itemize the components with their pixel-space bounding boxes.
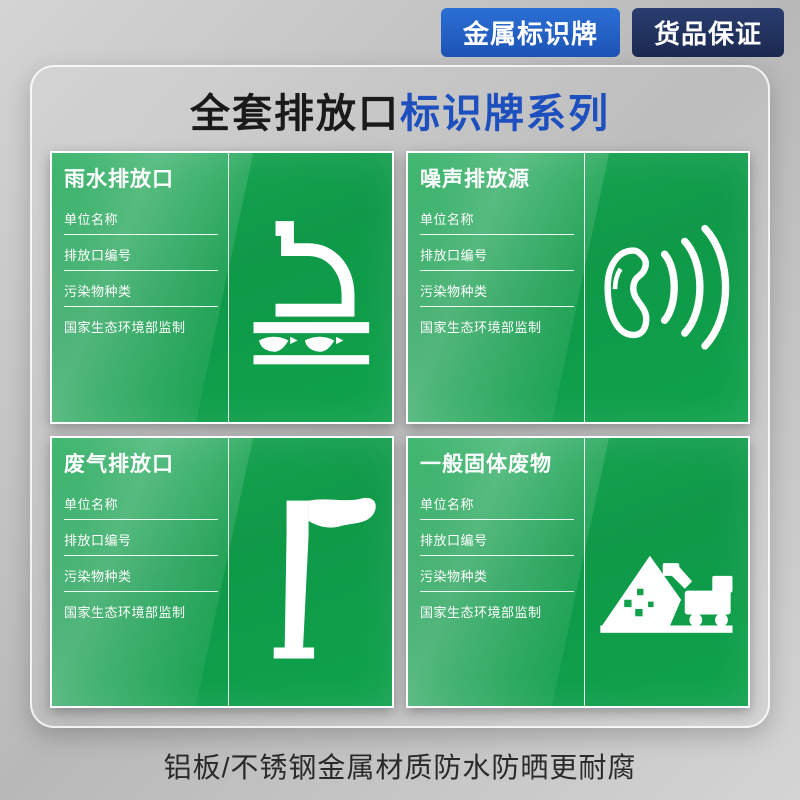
sign-info-panel: 噪声排放源 单位名称 排放口编号 污染物种类 国家生态环境部监制: [408, 153, 585, 422]
title-part2: 标识牌系列: [400, 92, 610, 136]
solidwaste-icon: [585, 438, 748, 707]
field-unit: 单位名称: [420, 199, 574, 235]
field-unit: 单位名称: [64, 484, 218, 520]
main-panel: 全套排放口标识牌系列 雨水排放口 单位名称 排放口编号 污染物种类 国家生态环境…: [30, 65, 770, 728]
sign-grid: 雨水排放口 单位名称 排放口编号 污染物种类 国家生态环境部监制: [50, 151, 750, 708]
supervisor-text: 国家生态环境部监制: [420, 307, 574, 336]
sign-noise: 噪声排放源 单位名称 排放口编号 污染物种类 国家生态环境部监制: [406, 151, 750, 424]
sign-info-panel: 一般固体废物 单位名称 排放口编号 污染物种类 国家生态环境部监制: [408, 438, 585, 707]
sign-exhaust: 废气排放口 单位名称 排放口编号 污染物种类 国家生态环境部监制: [50, 436, 394, 709]
supervisor-text: 国家生态环境部监制: [64, 592, 218, 621]
sign-title: 噪声排放源: [420, 163, 574, 193]
material-description: 铝板/不锈钢金属材质防水防晒更耐腐: [0, 736, 800, 800]
supervisor-text: 国家生态环境部监制: [420, 592, 574, 621]
main-title: 全套排放口标识牌系列: [50, 81, 750, 139]
sign-solidwaste: 一般固体废物 单位名称 排放口编号 污染物种类 国家生态环境部监制: [406, 436, 750, 709]
field-pollutant: 污染物种类: [420, 271, 574, 307]
field-outlet-no: 排放口编号: [420, 235, 574, 271]
sign-info-panel: 废气排放口 单位名称 排放口编号 污染物种类 国家生态环境部监制: [52, 438, 229, 707]
noise-icon: [585, 153, 748, 422]
exhaust-icon: [229, 438, 392, 707]
field-outlet-no: 排放口编号: [420, 520, 574, 556]
sign-title: 一般固体废物: [420, 448, 574, 478]
top-banner: 金属标识牌 货品保证: [0, 0, 800, 61]
sign-title: 雨水排放口: [64, 163, 218, 193]
field-outlet-no: 排放口编号: [64, 520, 218, 556]
field-unit: 单位名称: [64, 199, 218, 235]
field-pollutant: 污染物种类: [64, 271, 218, 307]
sign-title: 废气排放口: [64, 448, 218, 478]
title-part1: 全套排放口: [190, 92, 400, 136]
sign-rainwater: 雨水排放口 单位名称 排放口编号 污染物种类 国家生态环境部监制: [50, 151, 394, 424]
field-outlet-no: 排放口编号: [64, 235, 218, 271]
badge-metal-sign: 金属标识牌: [441, 8, 620, 57]
sign-info-panel: 雨水排放口 单位名称 排放口编号 污染物种类 国家生态环境部监制: [52, 153, 229, 422]
field-pollutant: 污染物种类: [64, 556, 218, 592]
rainwater-icon: [229, 153, 392, 422]
badge-guarantee: 货品保证: [632, 8, 784, 57]
field-unit: 单位名称: [420, 484, 574, 520]
field-pollutant: 污染物种类: [420, 556, 574, 592]
supervisor-text: 国家生态环境部监制: [64, 307, 218, 336]
